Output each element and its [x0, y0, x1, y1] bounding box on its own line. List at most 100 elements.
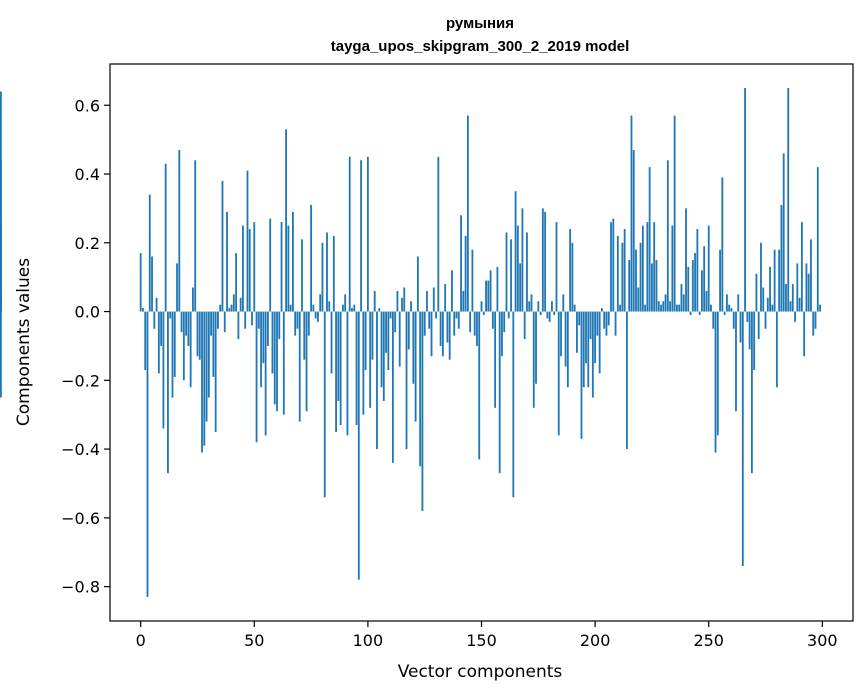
bar-293: [805, 263, 808, 312]
bar-99: [364, 311, 367, 371]
bar-169: [523, 311, 526, 340]
bar-219: [637, 287, 640, 312]
bar-63: [282, 311, 285, 415]
bar-275: [764, 311, 767, 329]
bar-290: [798, 297, 801, 312]
bars-group: [0, 88, 821, 597]
bar-154: [489, 270, 492, 312]
bar-256: [721, 177, 724, 312]
bar-48: [248, 229, 251, 312]
bar-116: [403, 287, 406, 312]
bar-101: [369, 311, 372, 408]
bar-213: [623, 229, 626, 312]
bar-72: [303, 311, 306, 360]
bar-194: [580, 311, 583, 439]
bar-184: [557, 311, 560, 436]
bar-249: [705, 290, 708, 312]
bar-34: [217, 311, 219, 329]
bar-296: [812, 311, 815, 336]
bar-33: [214, 311, 217, 432]
bar-258: [725, 294, 728, 312]
bar-202: [598, 311, 601, 374]
bar-88: [339, 311, 342, 426]
bar-144: [466, 115, 469, 312]
y-tick-label-5: 0.2: [75, 234, 100, 253]
bar-51: [255, 311, 258, 443]
y-axis-label: Components values: [14, 258, 34, 426]
bar-143: [464, 235, 467, 312]
bar-203: [601, 308, 603, 312]
bar-4: [148, 194, 151, 312]
bar-225: [651, 263, 653, 312]
bar-140: [457, 311, 460, 329]
y-tick-label-3: −0.2: [61, 371, 100, 390]
bar-110: [389, 311, 392, 319]
bar-131: [437, 156, 440, 312]
bar-0: [139, 253, 142, 312]
bar-46: [244, 311, 247, 329]
bar-189: [569, 229, 572, 312]
bar-13: [169, 311, 172, 319]
bar-230: [662, 301, 665, 312]
bar-83: [328, 301, 331, 312]
bar-74: [307, 311, 310, 336]
x-tick-label-5: 250: [693, 631, 724, 650]
bar-156: [494, 311, 497, 408]
y-tick-label-7: 0.6: [75, 96, 100, 115]
bar-37: [223, 311, 226, 333]
bar-243: [691, 259, 694, 312]
bar-205: [605, 311, 608, 336]
y-tick-label-4: 0.0: [75, 303, 100, 322]
bar-254: [716, 311, 719, 436]
bar-70: [298, 311, 301, 422]
bar-267: [746, 311, 749, 322]
bar-20: [185, 311, 188, 336]
bar-145: [469, 311, 472, 333]
bar-39: [228, 308, 231, 312]
bar-59: [273, 311, 276, 405]
bar-115: [401, 297, 403, 312]
bar-282: [780, 204, 783, 312]
bar-287: [791, 284, 794, 312]
bar-155: [491, 311, 494, 329]
bar-222: [644, 304, 647, 312]
bar-79: [319, 294, 322, 312]
bar-228: [657, 301, 660, 312]
bar-103: [373, 290, 376, 312]
bar-151: [482, 311, 485, 315]
bar-298: [816, 167, 819, 312]
bar-31: [210, 311, 213, 336]
bar-175: [537, 301, 540, 312]
bar-5: [151, 256, 153, 312]
bar-170: [526, 232, 528, 312]
bar-25: [196, 311, 199, 357]
y-tick-label-6: 0.4: [75, 165, 100, 184]
bar-238: [680, 284, 683, 312]
bar-248: [703, 246, 706, 312]
bar-127: [428, 311, 431, 329]
bar-206: [607, 311, 610, 326]
bar-80: [321, 242, 324, 312]
bar-237: [678, 304, 681, 312]
bar-227: [655, 259, 658, 312]
bar-161: [505, 232, 508, 312]
bar-234: [671, 225, 674, 312]
bar-270: [753, 311, 756, 371]
bar-239: [682, 294, 685, 312]
bar-1: [142, 308, 144, 312]
bar-221: [641, 225, 644, 312]
bar-8: [157, 311, 160, 374]
bar-139: [455, 311, 458, 319]
bar-22: [189, 311, 192, 388]
bar-284: [785, 284, 787, 312]
bar-36: [221, 180, 224, 312]
x-tick-label-6: 300: [807, 631, 838, 650]
bar-12: [167, 311, 169, 474]
y-tick-label-1: −0.6: [61, 509, 100, 528]
bar-295: [810, 239, 812, 312]
bar-2: [144, 311, 147, 371]
bar-279: [773, 249, 776, 312]
bar-16: [176, 263, 178, 312]
